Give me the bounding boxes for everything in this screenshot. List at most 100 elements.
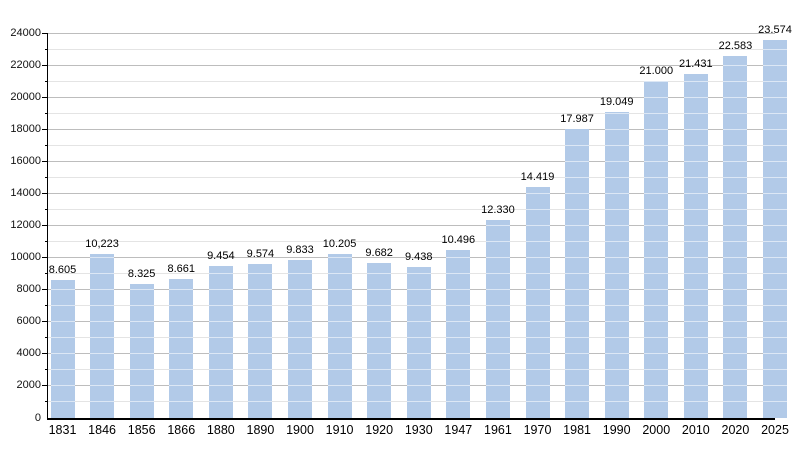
gridline-over-bar (446, 337, 471, 339)
gridline-over-bar (644, 208, 669, 210)
gridline-over-bar (129, 305, 154, 307)
gridline-over-bar (288, 321, 312, 323)
gridline-over-bar (763, 241, 787, 243)
gridline-over-bar (367, 305, 392, 307)
gridline-over-bar (485, 257, 510, 259)
gridline-over-bar (446, 385, 471, 387)
bar-value-label: 9.833 (286, 244, 314, 257)
gridline-over-bar (604, 369, 629, 371)
gridline-over-bar (644, 273, 669, 275)
gridline-over-bar (763, 64, 787, 66)
y-gridline-major (48, 225, 775, 226)
gridline-over-bar (683, 192, 708, 194)
gridline-over-bar (485, 401, 510, 403)
gridline-over-bar (723, 208, 748, 210)
gridline-over-bar (129, 369, 154, 371)
bar-1866 (169, 279, 194, 418)
y-axis-tick-label: 22000 (10, 58, 41, 71)
gridline-over-bar (367, 289, 392, 291)
bar-value-label: 22.583 (718, 39, 753, 52)
gridline-over-bar (50, 369, 75, 371)
gridline-over-bar (446, 369, 471, 371)
gridline-over-bar (485, 385, 510, 387)
gridline-over-bar (723, 80, 748, 82)
bar-value-label: 9.574 (246, 248, 275, 261)
gridline-over-bar (763, 176, 787, 178)
gridline-over-bar (485, 337, 510, 339)
y-tick-major (42, 96, 48, 98)
gridline-over-bar (327, 385, 352, 387)
gridline-over-bar (446, 401, 471, 403)
gridline-over-bar (723, 241, 748, 243)
gridline-over-bar (565, 273, 590, 275)
y-tick-minor (44, 273, 48, 275)
gridline-over-bar (723, 401, 748, 403)
gridline-over-bar (644, 144, 669, 146)
bar-value-label: 10.205 (322, 238, 357, 251)
gridline-over-bar (90, 321, 115, 323)
y-tick-major (42, 289, 48, 291)
gridline-over-bar (327, 289, 352, 291)
gridline-over-bar (604, 257, 629, 259)
bar-value-label: 9.682 (365, 246, 393, 259)
gridline-over-bar (683, 289, 708, 291)
bar-value-label: 17.987 (560, 113, 594, 126)
gridline-over-bar (644, 401, 669, 403)
gridline-over-bar (683, 385, 708, 387)
y-tick-minor (44, 112, 48, 114)
gridline-over-bar (604, 289, 629, 291)
bar-value-label: 8.605 (48, 263, 77, 276)
bar-1930 (406, 266, 431, 418)
gridline-over-bar (208, 353, 233, 355)
gridline-over-bar (288, 273, 312, 275)
gridline-over-bar (644, 385, 669, 387)
gridline-over-bar (248, 401, 273, 403)
gridline-over-bar (248, 353, 273, 355)
gridline-over-bar (90, 401, 115, 403)
gridline-over-bar (565, 224, 590, 226)
gridline-over-bar (367, 321, 392, 323)
bar-value-label: 9.438 (404, 250, 433, 263)
gridline-over-bar (604, 321, 629, 323)
gridline-over-bar (763, 321, 787, 323)
gridline-over-bar (644, 80, 669, 82)
gridline-over-bar (604, 337, 629, 339)
y-tick-minor (44, 401, 48, 403)
gridline-over-bar (683, 257, 708, 259)
gridline-over-bar (683, 160, 708, 162)
gridline-over-bar (683, 273, 708, 275)
gridline-over-bar (565, 144, 590, 146)
gridline-over-bar (50, 353, 75, 355)
x-axis-tick-label: 2020 (721, 423, 750, 437)
gridline-over-bar (565, 385, 590, 387)
gridline-over-bar (644, 353, 669, 355)
y-axis-tick-label: 10000 (10, 251, 41, 264)
y-axis-tick-label: 24000 (10, 26, 41, 39)
gridline-over-bar (683, 112, 708, 114)
x-axis-tick-label: 1900 (286, 423, 314, 437)
gridline-over-bar (406, 321, 431, 323)
gridline-over-bar (50, 289, 75, 291)
gridline-over-bar (604, 208, 629, 210)
gridline-over-bar (763, 385, 787, 387)
gridline-over-bar (525, 337, 550, 339)
y-gridline-major (48, 160, 775, 162)
y-gridline-minor (48, 144, 775, 146)
gridline-over-bar (604, 273, 629, 275)
gridline-over-bar (525, 257, 550, 259)
gridline-over-bar (763, 337, 787, 339)
gridline-over-bar (723, 369, 748, 371)
gridline-over-bar (90, 289, 115, 291)
y-gridline-minor (48, 48, 775, 50)
gridline-over-bar (604, 224, 629, 226)
gridline-over-bar (683, 369, 708, 371)
gridline-over-bar (485, 369, 510, 371)
gridline-over-bar (565, 241, 590, 243)
bar-value-label: 21.431 (679, 58, 713, 71)
gridline-over-bar (248, 385, 273, 387)
gridline-over-bar (604, 192, 629, 194)
y-tick-minor (44, 369, 48, 371)
gridline-over-bar (525, 353, 550, 355)
y-axis-tick-label: 14000 (10, 186, 41, 199)
bar-value-label: 19.049 (599, 96, 634, 109)
